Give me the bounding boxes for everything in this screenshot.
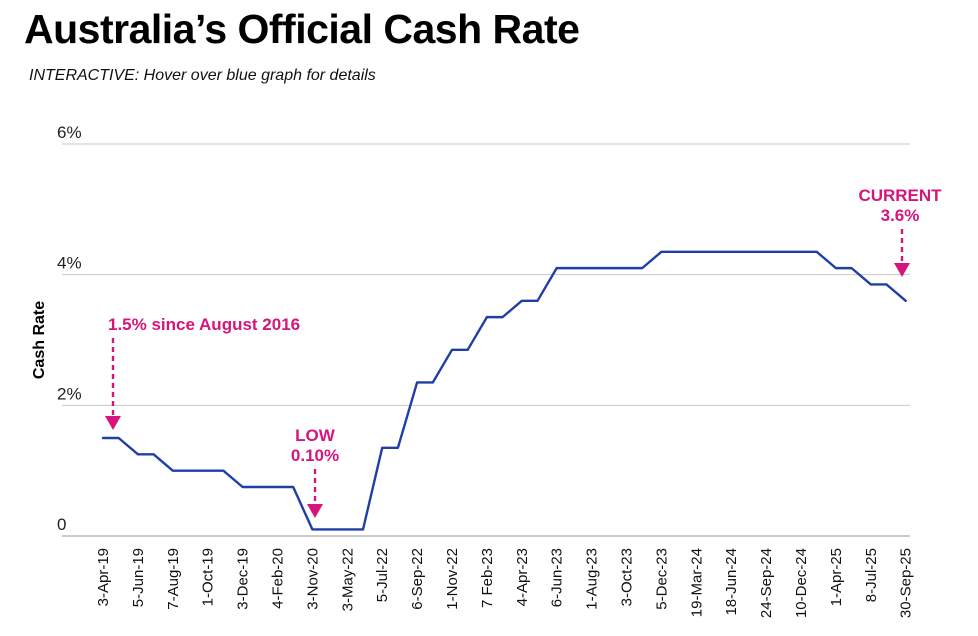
data-point[interactable] [341,523,353,535]
x-tick-label: 6-Sep-22 [409,548,426,610]
chart-title: Australia’s Official Cash Rate [24,6,580,52]
series-line[interactable] [101,250,907,531]
x-tick-label: 3-May-22 [339,548,356,611]
data-point[interactable] [795,246,807,258]
grid-lines [62,143,910,537]
data-point[interactable] [132,448,144,460]
data-point[interactable] [376,442,388,454]
y-axis-ticks: 0 2% 4% 6% [57,123,82,534]
data-point[interactable] [272,481,284,493]
chart-subtitle: INTERACTIVE: Hover over blue graph for d… [29,67,376,84]
x-tick-label: 4-Feb-20 [270,548,287,609]
data-point[interactable] [725,246,737,258]
y-tick-label: 2% [57,384,82,403]
data-point[interactable] [760,246,772,258]
x-tick-label: 8-Jul-25 [863,548,880,602]
annotation-arrow-head [307,504,323,518]
data-point[interactable] [97,432,109,444]
data-point[interactable] [237,481,249,493]
x-tick-label: 7-Aug-19 [165,548,182,610]
x-tick-label: 24-Sep-24 [758,548,775,618]
annotation-label: CURRENT [858,186,942,205]
y-tick-label: 6% [57,123,82,142]
x-axis-ticks: 3-Apr-19 5-Jun-19 7-Aug-19 1-Oct-19 3-Dec-19… [95,548,915,618]
annotation-label: LOW [295,426,336,445]
x-tick-label: 4-Apr-23 [514,548,531,606]
x-tick-label: 3-Oct-23 [619,548,636,606]
x-tick-label: 10-Dec-24 [793,548,810,618]
x-tick-label: 1-Aug-23 [584,548,601,610]
series-layer[interactable] [97,246,912,536]
data-point[interactable] [621,262,633,274]
annotation-label: 1.5% since August 2016 [108,315,300,334]
data-point[interactable] [655,246,667,258]
data-point[interactable] [865,278,877,290]
data-point[interactable] [551,262,563,274]
y-tick-label: 4% [57,254,82,273]
annotation-arrow-head [894,263,910,277]
data-point[interactable] [411,376,423,388]
x-tick-label: 5-Jun-19 [130,548,147,607]
data-point[interactable] [830,262,842,274]
y-tick-label: 0 [57,515,66,534]
data-point[interactable] [516,295,528,307]
x-tick-label: 6-Jun-23 [549,548,566,607]
data-point[interactable] [167,465,179,477]
annotation-label: 0.10% [291,446,339,465]
y-axis-label: Cash Rate [31,301,48,379]
x-tick-label: 3-Apr-19 [95,548,112,606]
x-tick-label: 19-Mar-24 [688,548,705,617]
annotation-label: 3.6% [881,206,920,225]
x-tick-label: 5-Jul-22 [374,548,391,602]
data-point[interactable] [306,523,318,535]
data-point[interactable] [690,246,702,258]
data-point[interactable] [446,344,458,356]
x-tick-label: 3-Dec-19 [235,548,252,610]
data-point[interactable] [900,295,912,307]
data-point[interactable] [586,262,598,274]
x-tick-label: 1-Apr-25 [828,548,845,606]
x-tick-label: 7 Feb-23 [479,548,496,608]
x-tick-label: 1-Nov-22 [444,548,461,610]
x-tick-label: 3-Nov-20 [304,548,321,610]
x-tick-label: 18-Jun-24 [723,548,740,616]
data-point[interactable] [481,311,493,323]
annotation-arrow-head [105,416,121,430]
x-tick-label: 30-Sep-25 [898,548,915,618]
data-point[interactable] [202,465,214,477]
x-tick-label: 5-Dec-23 [653,548,670,610]
x-tick-label: 1-Oct-19 [200,548,217,606]
